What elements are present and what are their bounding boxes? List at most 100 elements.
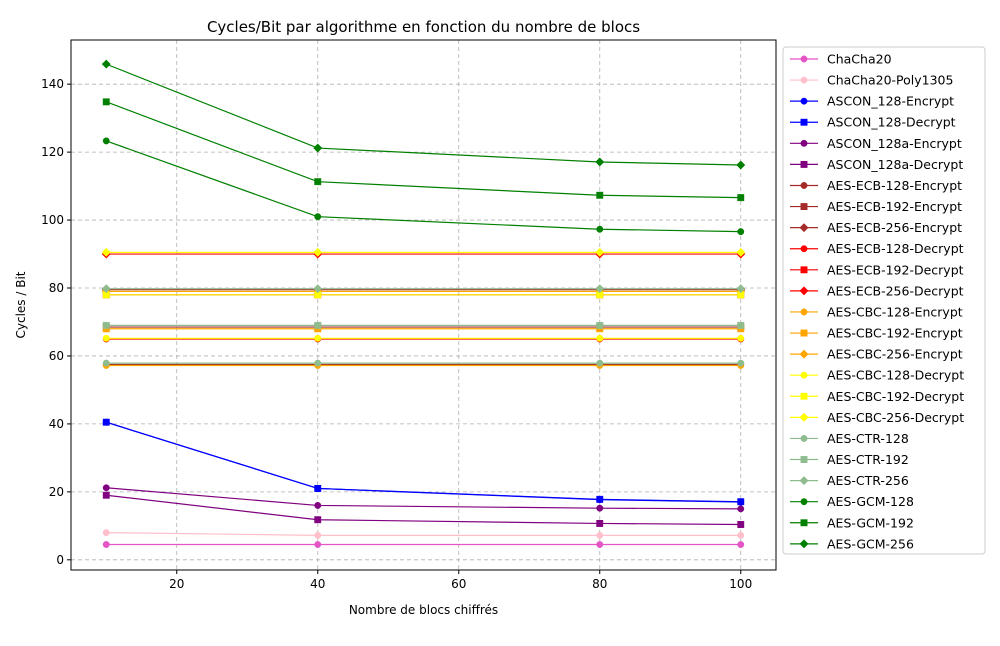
legend-label: AES-CTR-192 <box>827 452 909 467</box>
legend-item: AES-ECB-128-Decrypt <box>790 241 964 256</box>
data-point <box>102 541 110 548</box>
data-point <box>595 284 605 294</box>
data-point <box>314 359 322 367</box>
legend-item: AES-CBC-256-Encrypt <box>790 347 963 362</box>
x-tick-label: 80 <box>592 577 607 591</box>
legend-label: AES-CBC-256-Encrypt <box>827 347 963 362</box>
data-point <box>314 178 322 186</box>
data-point <box>595 157 605 167</box>
series-23 <box>101 59 746 170</box>
series-22 <box>102 98 745 202</box>
legend-label: AES-CBC-128-Encrypt <box>827 304 963 319</box>
legend-marker <box>800 139 808 147</box>
data-point <box>102 491 110 499</box>
legend-item: AES-CTR-192 <box>790 452 909 467</box>
data-point <box>313 143 323 153</box>
legend-item: AES-ECB-128-Encrypt <box>790 178 962 193</box>
y-tick-label: 100 <box>41 213 64 227</box>
data-point <box>736 284 746 294</box>
data-point <box>314 321 322 329</box>
legend-item: ChaCha20 <box>790 52 892 67</box>
x-tick-label: 100 <box>729 577 752 591</box>
legend-marker <box>800 55 808 63</box>
legend-marker <box>800 266 808 274</box>
axis-ticks: 20 40 60 80 100 0 20 40 60 80 100 120 140 <box>41 77 752 591</box>
data-point <box>596 359 604 367</box>
data-point <box>314 501 322 509</box>
data-point <box>737 321 745 329</box>
x-axis-label: Nombre de blocs chiffrés <box>349 603 498 617</box>
data-point <box>596 334 604 342</box>
series-line <box>106 421 741 503</box>
legend-item: ChaCha20-Poly1305 <box>790 73 953 88</box>
legend-label: ChaCha20-Poly1305 <box>827 73 953 88</box>
legend-label: AES-GCM-192 <box>827 515 914 530</box>
legend-marker <box>800 456 808 463</box>
data-point <box>737 194 745 202</box>
legend-label: ChaCha20 <box>827 52 892 67</box>
series-line <box>106 532 741 536</box>
legend-marker <box>800 308 808 316</box>
plot-frame <box>70 39 777 571</box>
data-point <box>596 225 604 233</box>
legend-item: AES-ECB-192-Decrypt <box>790 262 964 277</box>
x-tick-label: 40 <box>310 577 325 591</box>
legend-frame <box>782 46 986 555</box>
data-point <box>102 137 110 145</box>
data-point <box>737 505 745 513</box>
series-5 <box>102 491 745 528</box>
legend-marker <box>800 118 808 126</box>
data-point <box>314 516 322 524</box>
legend-marker <box>799 476 809 486</box>
data-point <box>101 284 111 294</box>
series-line <box>106 487 741 510</box>
legend-item: AES-GCM-192 <box>790 515 914 530</box>
legend-marker <box>800 392 808 400</box>
series-1 <box>102 529 745 539</box>
legend-label: AES-ECB-256-Decrypt <box>827 283 964 298</box>
data-point <box>736 160 746 170</box>
data-point <box>737 531 745 539</box>
series-line <box>106 63 741 166</box>
series-line <box>106 494 741 526</box>
data-point <box>102 359 110 367</box>
data-point <box>737 359 745 367</box>
series-line <box>106 101 741 199</box>
legend-item: AES-GCM-128 <box>790 494 914 509</box>
y-tick-label: 80 <box>49 281 64 295</box>
legend-label: ASCON_128-Encrypt <box>827 94 954 109</box>
series-0 <box>102 541 745 548</box>
data-point <box>102 321 110 329</box>
legend-marker <box>800 329 808 337</box>
legend-item: ASCON_128-Decrypt <box>790 115 956 130</box>
legend-marker <box>800 519 808 527</box>
data-point <box>314 213 322 221</box>
legend-label: ASCON_128a-Encrypt <box>827 136 962 151</box>
legend-item: ASCON_128-Encrypt <box>790 94 954 109</box>
y-tick-label: 20 <box>49 485 64 499</box>
series-16 <box>102 291 745 299</box>
data-point <box>596 495 604 503</box>
data-point <box>737 541 745 548</box>
series-3 <box>102 418 745 506</box>
legend-item: AES-CBC-192-Decrypt <box>790 389 964 404</box>
legend-marker <box>800 97 808 105</box>
legend-item: AES-CTR-128 <box>790 431 909 446</box>
series-19 <box>102 321 745 329</box>
chart-title: Cycles/Bit par algorithme en fonction du… <box>207 18 640 36</box>
legend-label: AES-CTR-128 <box>827 431 909 446</box>
data-point <box>101 247 111 257</box>
y-tick-label: 40 <box>49 417 64 431</box>
data-point <box>102 98 110 106</box>
legend-label: ASCON_128-Decrypt <box>827 115 956 130</box>
series-group <box>101 59 746 548</box>
data-point <box>102 334 110 342</box>
legend-item: AES-CBC-128-Encrypt <box>790 304 963 319</box>
legend-label: ASCON_128a-Decrypt <box>827 157 963 172</box>
series-21 <box>102 137 745 236</box>
y-tick-label: 60 <box>49 349 64 363</box>
legend-item: ASCON_128a-Encrypt <box>790 136 962 151</box>
legend-item: AES-CBC-128-Decrypt <box>790 368 964 383</box>
legend-label: AES-ECB-128-Encrypt <box>827 178 962 193</box>
